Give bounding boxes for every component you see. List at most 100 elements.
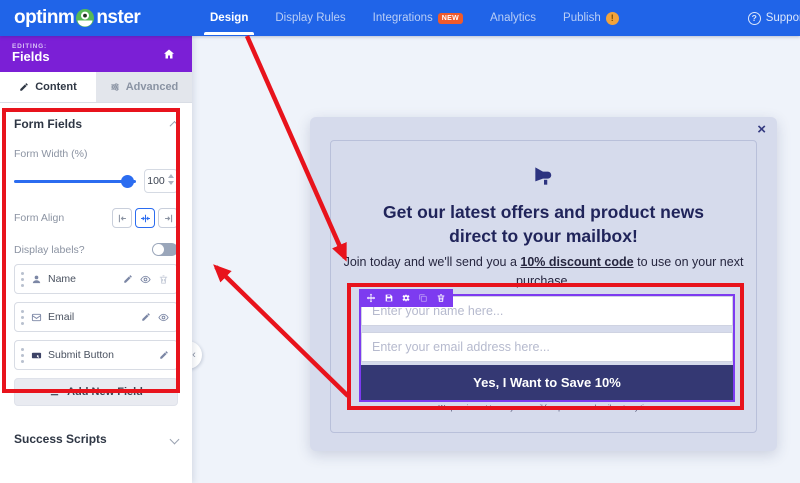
move-icon	[367, 293, 376, 303]
display-labels-toggle[interactable]	[152, 243, 178, 256]
form-width-label: Form Width (%)	[14, 148, 88, 160]
stepper-down-icon[interactable]	[168, 181, 174, 185]
tab-advanced[interactable]: Advanced	[96, 72, 192, 102]
settings-button[interactable]	[401, 293, 411, 303]
tab-label: Content	[35, 81, 77, 93]
editor-sidebar: EDITING: Fields Content Advanced	[0, 36, 192, 483]
display-labels-control: Display labels?	[14, 243, 178, 256]
chevron-down-icon	[169, 434, 180, 444]
field-actions	[141, 312, 169, 323]
megaphone-icon	[310, 163, 777, 189]
slider-track	[14, 179, 136, 183]
form-width-input[interactable]	[145, 170, 167, 192]
nav-item-integrations[interactable]: Integrations NEW	[373, 1, 463, 35]
new-badge: NEW	[437, 12, 463, 24]
display-labels-label: Display labels?	[14, 243, 85, 256]
save-icon	[385, 294, 392, 302]
delete-field-button[interactable]	[158, 274, 169, 285]
stepper-up-icon[interactable]	[168, 174, 174, 178]
editing-target: Fields	[12, 49, 50, 65]
add-new-field-button[interactable]: Add New Field	[14, 378, 178, 406]
add-new-field-label: Add New Field	[67, 386, 143, 398]
edit-field-button[interactable]	[159, 350, 169, 360]
popup-heading: Get our latest offers and product news d…	[340, 201, 747, 248]
gear-icon	[402, 293, 410, 303]
sidebar-header: EDITING: Fields	[0, 36, 192, 72]
toggle-visibility-button[interactable]	[158, 312, 169, 323]
edit-field-button[interactable]	[123, 274, 133, 285]
align-left-button[interactable]	[112, 208, 132, 228]
user-icon	[31, 274, 42, 285]
nav-label: Design	[210, 12, 249, 24]
nav-item-analytics[interactable]: Analytics	[490, 1, 536, 35]
element-toolbar	[359, 289, 453, 307]
support-label: Support	[765, 12, 800, 24]
list-icon	[50, 388, 59, 395]
section-title: Success Scripts	[14, 432, 107, 446]
stepper-arrows	[168, 174, 174, 185]
nav-item-display-rules[interactable]: Display Rules	[275, 1, 345, 35]
slider-knob[interactable]	[121, 174, 134, 188]
button-icon	[31, 350, 42, 361]
form-align-control: Form Align	[14, 208, 178, 228]
fine-print-text: We promise not to use your email for spa…	[438, 405, 656, 412]
field-label: Name	[48, 273, 77, 285]
form-fields-section-header[interactable]: Form Fields	[14, 117, 180, 131]
tab-label: Advanced	[125, 81, 179, 93]
nav-label: Display Rules	[275, 12, 346, 24]
sidebar-tabs: Content Advanced	[0, 72, 192, 103]
move-button[interactable]	[366, 293, 376, 303]
nav-item-publish[interactable]: Publish !	[563, 1, 619, 36]
align-left-icon	[118, 214, 126, 222]
campaign-popup-preview: × Get our latest offers and product news…	[310, 117, 777, 451]
optinmonster-logo[interactable]: optinm nster	[14, 7, 141, 29]
nav-label: Analytics	[490, 12, 537, 24]
edit-field-button[interactable]	[141, 312, 151, 323]
pencil-icon	[124, 274, 132, 283]
toggle-visibility-button[interactable]	[140, 274, 151, 285]
drag-handle[interactable]	[15, 341, 29, 369]
body-prefix: Join today and we'll send you a	[343, 255, 521, 269]
drag-handle[interactable]	[15, 303, 29, 331]
optin-form-selected[interactable]: Yes, I Want to Save 10%	[359, 294, 735, 402]
design-canvas: ‹ × Get our latest offers and product ne…	[186, 36, 800, 483]
home-button[interactable]	[158, 43, 180, 65]
eye-icon	[158, 313, 169, 321]
toggle-knob	[153, 244, 164, 255]
field-row-name[interactable]: Name	[14, 264, 178, 294]
trash-icon	[437, 294, 444, 302]
form-width-control	[14, 169, 178, 193]
field-actions	[159, 350, 169, 360]
support-link[interactable]: ? Support	[747, 11, 800, 25]
save-button[interactable]	[384, 293, 394, 303]
delete-button[interactable]	[436, 293, 446, 303]
drag-handle[interactable]	[15, 265, 29, 293]
publish-alert-badge: !	[605, 11, 619, 25]
align-right-button[interactable]	[158, 208, 178, 228]
field-row-email[interactable]: Email	[14, 302, 178, 332]
field-label: Email	[48, 311, 75, 323]
success-scripts-section-header[interactable]: Success Scripts	[14, 432, 180, 446]
align-center-button[interactable]	[135, 208, 155, 228]
section-title: Form Fields	[14, 117, 83, 131]
submit-button[interactable]: Yes, I Want to Save 10%	[361, 365, 733, 400]
pencil-icon	[20, 83, 28, 91]
field-row-submit-button[interactable]: Submit Button	[14, 340, 178, 370]
nav-item-design[interactable]: Design	[203, 1, 255, 35]
copy-icon	[419, 294, 428, 302]
align-right-icon	[164, 214, 172, 222]
popup-heading-line1: Get our latest offers and product news	[383, 202, 704, 222]
email-field[interactable]	[361, 332, 733, 362]
duplicate-button[interactable]	[418, 293, 428, 303]
monster-icon	[76, 9, 95, 27]
eye-icon	[140, 275, 151, 283]
form-align-label: Form Align	[14, 212, 65, 224]
popup-body-text: Join today and we'll send you a 10% disc…	[310, 253, 777, 291]
tab-content[interactable]: Content	[0, 72, 96, 102]
mail-icon	[31, 312, 42, 323]
popup-close-button[interactable]: ×	[757, 121, 766, 138]
sliders-icon	[110, 83, 119, 91]
form-width-slider[interactable]	[14, 174, 136, 188]
pencil-icon	[160, 351, 168, 359]
align-center-icon	[140, 214, 150, 222]
